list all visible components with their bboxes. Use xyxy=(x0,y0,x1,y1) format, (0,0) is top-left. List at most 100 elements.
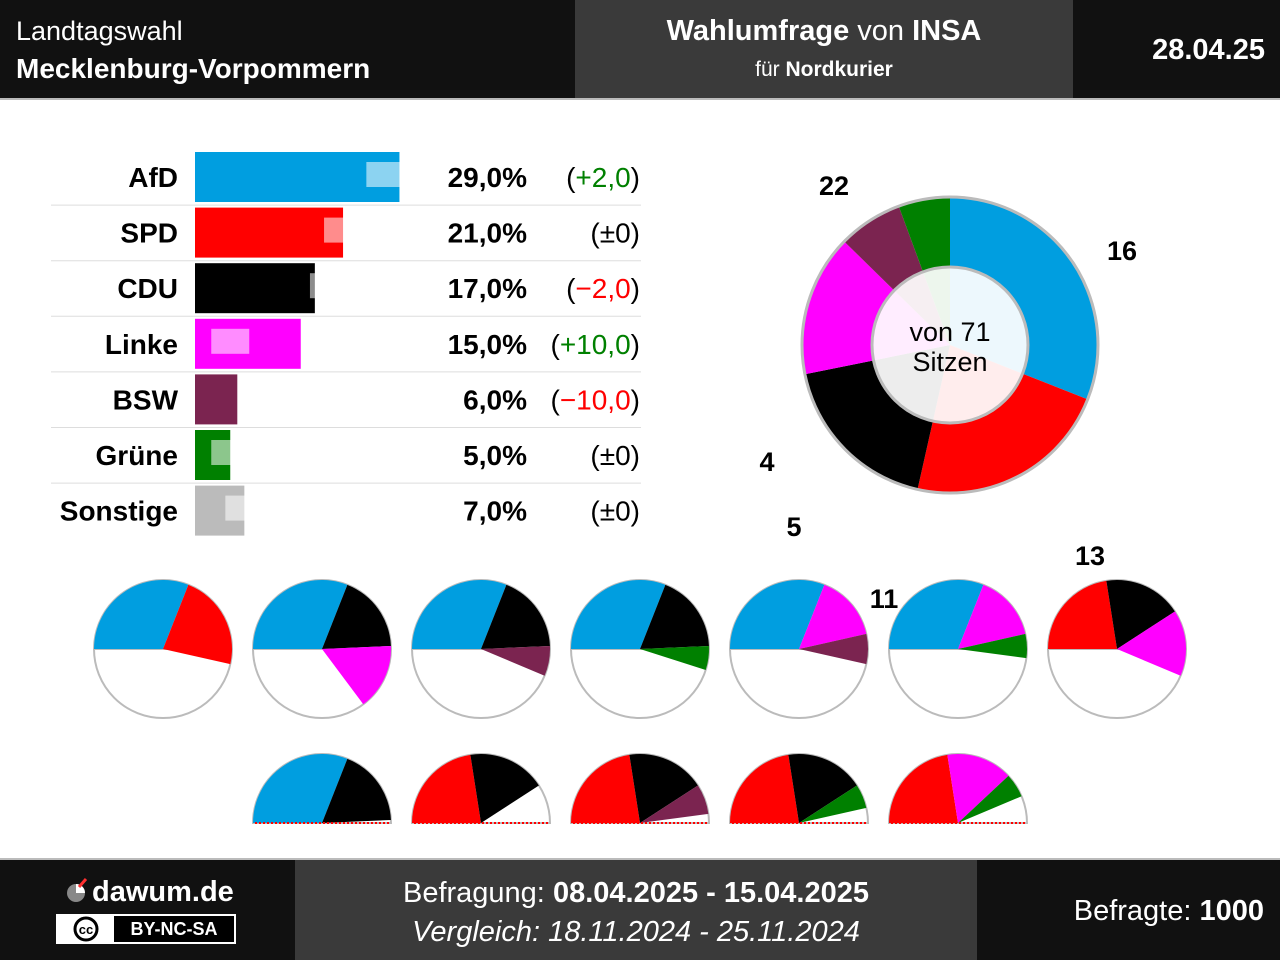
election-title-block: Landtagswahl Mecklenburg-Vorpommern xyxy=(0,0,575,98)
change-paren-close: ) xyxy=(631,329,640,360)
survey-range: 08.04.2025 - 15.04.2025 xyxy=(552,877,869,909)
change-paren-close: ) xyxy=(631,162,640,193)
date-block: 28.04.25 xyxy=(1073,0,1280,98)
change-label-bsw: (−10,0) xyxy=(550,384,640,415)
coalition-slice-linke xyxy=(958,584,1026,649)
change-label-sonstige: (±0) xyxy=(590,496,640,527)
coalition-chart-spd-cdu xyxy=(410,753,552,824)
coalition-chart-afd-linke-bsw xyxy=(728,579,870,719)
seat-count-gruene: 4 xyxy=(759,447,774,477)
coalition-chart-afd-cdu-bsw xyxy=(410,579,552,719)
survey-label: Befragung: xyxy=(402,877,553,909)
coalition-slice-afd xyxy=(94,580,189,649)
coalition-slice-spd xyxy=(163,584,232,665)
change-paren-open: ( xyxy=(550,384,560,415)
value-label-linke: 15,0% xyxy=(448,329,527,360)
seat-unit-label: Sitzen xyxy=(912,347,987,377)
header-divider xyxy=(0,98,1280,100)
coalition-chart-spd-cdu-bsw xyxy=(569,753,711,824)
party-label-linke: Linke xyxy=(105,329,178,360)
coalition-slice-gruene xyxy=(958,633,1027,659)
coalition-slice-spd xyxy=(412,754,481,823)
value-label-sonstige: 7,0% xyxy=(463,496,527,527)
coalition-lower-half xyxy=(569,648,711,719)
party-label-bsw: BSW xyxy=(113,384,179,415)
value-label-bsw: 6,0% xyxy=(463,384,527,415)
change-value: −2,0 xyxy=(575,273,630,304)
change-paren-open: ( xyxy=(566,273,576,304)
change-value: +2,0 xyxy=(575,162,630,193)
cc-text: cc xyxy=(79,922,93,937)
coalition-chart-afd-cdu-gruene xyxy=(569,579,711,719)
poll-title-block: Wahlumfrage von INSA für Nordkurier xyxy=(575,0,1073,98)
change-label-spd: (±0) xyxy=(590,218,640,249)
coalition-slice-linke xyxy=(1117,611,1187,676)
change-paren-open: ( xyxy=(566,162,576,193)
coalition-slice-gruene xyxy=(958,775,1022,823)
change-label-linke: (+10,0) xyxy=(550,329,640,360)
bar-afd xyxy=(195,152,400,202)
previous-marker-sonstige xyxy=(225,495,264,521)
change-label-cdu: (−2,0) xyxy=(566,273,640,304)
coalition-slice-cdu xyxy=(481,584,550,649)
poll-client: für Nordkurier xyxy=(575,58,1073,82)
coalition-chart-afd-cdu-linke xyxy=(251,579,393,719)
coalition-slice-afd xyxy=(253,754,348,823)
coalition-slice-linke xyxy=(947,754,1009,823)
change-value: ±0 xyxy=(600,440,631,471)
coalition-lower-half xyxy=(728,648,870,719)
coalition-slice-linke xyxy=(799,584,867,649)
coalition-slice-cdu xyxy=(322,758,391,823)
coalition-chart-afd-spd xyxy=(92,579,234,719)
footer-divider xyxy=(0,858,1280,860)
coalition-slice-afd xyxy=(253,580,348,649)
party-label-sonstige: Sonstige xyxy=(60,496,178,527)
coalition-lower-half xyxy=(92,648,234,719)
coalition-slice-cdu xyxy=(470,754,539,823)
seat-count-spd: 16 xyxy=(1107,236,1137,266)
election-type: Landtagswahl xyxy=(16,16,183,46)
coalition-chart-spd-cdu-gruene xyxy=(728,753,870,824)
coalition-slice-gruene xyxy=(799,785,867,823)
value-label-gruene: 5,0% xyxy=(463,440,527,471)
value-label-cdu: 17,0% xyxy=(448,273,527,304)
chart-area: AfD 29,0% (+2,0)SPD 21,0% (±0)CDU 17,0% (−2,0)… xyxy=(51,152,1188,824)
coalition-slice-spd xyxy=(571,754,640,823)
party-bar-chart: AfD 29,0% (+2,0)SPD 21,0% (±0)CDU 17,0% (−2,0)… xyxy=(51,152,641,536)
donut-outline xyxy=(800,195,1100,495)
cc-icon: cc xyxy=(58,916,114,942)
previous-marker-afd xyxy=(366,162,405,187)
election-region: Mecklenburg-Vorpommern xyxy=(16,53,371,84)
change-label-afd: (+2,0) xyxy=(566,162,640,193)
dawum-logo-icon xyxy=(67,878,88,902)
respondents-label: Befragte: xyxy=(1073,895,1200,927)
change-paren-open: ( xyxy=(550,329,560,360)
coalition-slice-gruene xyxy=(640,645,710,671)
party-label-afd: AfD xyxy=(128,162,178,193)
change-paren-open: ( xyxy=(590,440,600,471)
respondents-count: 1000 xyxy=(1199,895,1264,927)
poll-title: Wahlumfrage von INSA xyxy=(575,15,1073,48)
respondents: Befragte: 1000 xyxy=(1074,895,1264,928)
coalition-lower-half xyxy=(887,648,1029,719)
license-text: BY-NC-SA xyxy=(114,916,234,942)
change-paren-close: ) xyxy=(631,218,640,249)
value-label-afd: 29,0% xyxy=(448,162,527,193)
bar-spd xyxy=(195,207,344,258)
coalition-slice-afd xyxy=(571,580,666,649)
coalition-slice-cdu xyxy=(1106,580,1175,649)
party-label-spd: SPD xyxy=(120,218,178,249)
poll-title-connector: von xyxy=(849,15,913,47)
change-paren-close: ) xyxy=(631,496,640,527)
coalition-slice-cdu xyxy=(640,584,709,649)
coalition-chart-spd-cdu-linke xyxy=(1046,579,1188,719)
party-label-cdu: CDU xyxy=(117,273,178,304)
header: Landtagswahl Mecklenburg-Vorpommern Wahl… xyxy=(0,0,1280,98)
coalition-slice-spd xyxy=(1048,580,1117,649)
footer: dawum.de cc BY-NC-SA Befragung: 08.04.20… xyxy=(0,860,1280,960)
change-value: ±0 xyxy=(600,496,631,527)
coalition-slice-spd xyxy=(730,754,799,823)
bar-bsw xyxy=(195,374,238,425)
change-paren-close: ) xyxy=(631,384,640,415)
coalition-slice-linke xyxy=(322,645,391,705)
